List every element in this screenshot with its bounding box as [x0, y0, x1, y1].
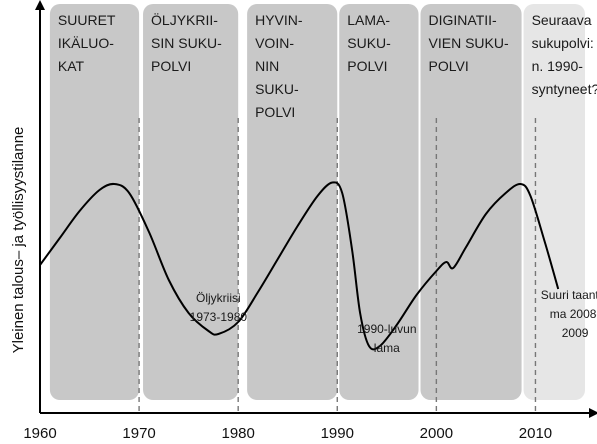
period-label-line: Seuraava	[532, 12, 592, 28]
y-axis-label: Yleinen talous– ja työllisyystilanne	[10, 127, 27, 354]
x-tick-label: 1980	[221, 425, 254, 442]
period-label-line: SUURET	[58, 12, 116, 28]
period-band	[49, 4, 140, 400]
period-label-line: KAT	[58, 58, 85, 74]
period-band	[420, 4, 522, 400]
event-annotation-line: 1990-luvun	[357, 322, 416, 336]
period-label-line: POLVI	[347, 58, 387, 74]
event-annotation-line: Suuri taantu-	[541, 288, 597, 302]
period-label-line: VOIN-	[255, 35, 294, 51]
period-label-line: LAMA-	[347, 12, 390, 28]
period-band	[523, 4, 585, 400]
event-annotation-line: ma 2008-	[550, 307, 597, 321]
period-label-line: SIN SUKU-	[151, 35, 222, 51]
period-label: HYVIN- VOIN- NIN SUKU- POLVI	[255, 12, 303, 120]
event-annotation: Suuri taantu-ma 2008- 2009	[541, 288, 597, 340]
x-tick-label: 2000	[420, 425, 453, 442]
period-label-line: syntyneet?	[532, 81, 597, 97]
x-tick-labels: 1960 1970 1980 1990 2000 2010	[23, 425, 552, 442]
period-label-line: POLVI	[429, 58, 469, 74]
decade-dashed-lines	[138, 118, 537, 413]
period-label-line: SUKU-	[347, 35, 391, 51]
event-annotation-line: 1973-1980	[190, 310, 248, 324]
period-label-line: sukupolvi:	[532, 35, 594, 51]
x-tick-label: 1960	[23, 425, 56, 442]
period-label-line: DIGINATII-	[429, 12, 498, 28]
period-label: LAMA- SUKU- POLVI	[347, 12, 391, 74]
period-label-line: n. 1990-	[532, 58, 584, 74]
period-band	[143, 4, 239, 400]
event-annotation: Öljykriisi 1973-1980	[190, 291, 248, 324]
event-annotation-line: Öljykriisi	[196, 291, 241, 305]
period-label: DIGINATII- VIEN SUKU- POLVI	[429, 12, 509, 74]
period-label-line: SUKU-	[255, 81, 299, 97]
event-annotation: 1990-luvun lama	[357, 322, 416, 355]
x-tick-label: 1990	[321, 425, 354, 442]
x-tick-label: 1970	[122, 425, 155, 442]
period-label-line: IKÄLUO-	[58, 35, 114, 51]
period-bands	[49, 4, 585, 400]
period-label-line: NIN	[255, 58, 279, 74]
event-annotations: Öljykriisi 1973-1980 1990-luvun lama Suuri t…	[190, 288, 597, 355]
period-label-line: ÖLJYKRII-	[151, 11, 218, 28]
event-annotation-line: lama	[374, 341, 400, 355]
event-annotation-line: 2009	[562, 326, 589, 340]
period-label: SUURET IKÄLUO- KAT	[58, 12, 116, 74]
period-label: Seuraava sukupolvi: n. 1990- syntyneet?	[532, 12, 597, 97]
period-label: ÖLJYKRII- SIN SUKU- POLVI	[151, 11, 222, 74]
period-band	[247, 4, 338, 400]
period-label-line: POLVI	[151, 58, 191, 74]
economy-line	[39, 181, 560, 351]
x-tick-label: 2010	[519, 425, 552, 442]
period-label-line: POLVI	[255, 104, 295, 120]
period-label-line: HYVIN-	[255, 12, 303, 28]
period-label-line: VIEN SUKU-	[429, 35, 509, 51]
